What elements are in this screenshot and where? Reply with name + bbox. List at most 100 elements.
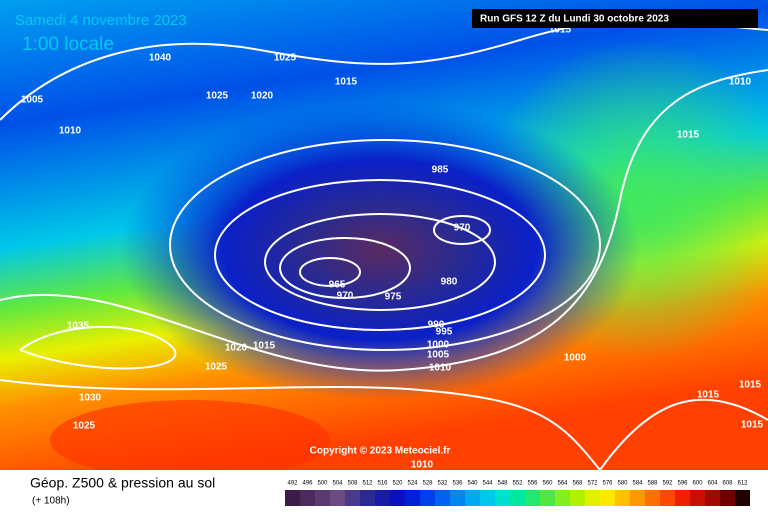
scale-label: 540: [467, 481, 478, 487]
scale-label: 588: [647, 481, 658, 487]
isobar-label: 1040: [149, 53, 172, 64]
isobar-label: 1000: [427, 340, 450, 351]
scale-swatch: [675, 490, 690, 506]
scale-label: 584: [632, 481, 643, 487]
map-time: 1:00 locale: [22, 34, 114, 55]
isobar-label: 1010: [729, 77, 752, 88]
scale-label: 572: [587, 481, 598, 487]
isobar-label: 1030: [79, 393, 102, 404]
scale-label: 544: [482, 481, 493, 487]
scale-label: 524: [407, 481, 418, 487]
scale-label: 536: [452, 481, 463, 487]
scale-label: 612: [737, 481, 748, 487]
scale-swatch: [570, 490, 585, 506]
isobar-label: 970: [337, 291, 354, 302]
scale-swatch: [630, 490, 645, 506]
isobar-label: 1015: [677, 130, 700, 141]
scale-label: 516: [377, 481, 388, 487]
scale-label: 504: [332, 481, 343, 487]
isobar-label: 985: [432, 165, 449, 176]
isobar-label: 1025: [274, 53, 297, 64]
scale-label: 592: [662, 481, 673, 487]
scale-swatch: [435, 490, 450, 506]
low-pressure-shade: [120, 100, 640, 400]
scale-swatch: [360, 490, 375, 506]
scale-label: 496: [302, 481, 313, 487]
map-date: Samedi 4 novembre 2023: [15, 12, 187, 29]
scale-swatch: [465, 490, 480, 506]
scale-label: 568: [572, 481, 583, 487]
isobar-label: 1015: [739, 380, 762, 391]
scale-swatch: [315, 490, 330, 506]
run-box: [472, 9, 758, 28]
scale-swatch: [330, 490, 345, 506]
scale-label: 600: [692, 481, 703, 487]
scale-swatch: [615, 490, 630, 506]
isobars: [0, 19, 768, 471]
field-shade: [50, 400, 330, 480]
scale-swatch: [735, 490, 750, 506]
isobar-label: 1015: [741, 420, 764, 431]
isobar-label: 980: [441, 277, 458, 288]
isobar-label: 1025: [206, 91, 229, 102]
isobar-label: 990: [428, 320, 445, 331]
scale-label: 556: [527, 481, 538, 487]
scale-label: 508: [347, 481, 358, 487]
scale-swatch: [390, 490, 405, 506]
isobar-label: 1005: [427, 350, 450, 361]
scale-swatch: [285, 490, 300, 506]
isobar-label: 1015: [335, 77, 358, 88]
scale-label: 532: [437, 481, 448, 487]
scale-swatch: [660, 490, 675, 506]
scale-swatch: [600, 490, 615, 506]
scale-label: 552: [512, 481, 523, 487]
isobar-label: 975: [385, 292, 402, 303]
isobar-label: 1015: [697, 390, 720, 401]
scale-swatch: [375, 490, 390, 506]
color-scale: 492 496 500 504 508 512 516 520 524 528 532 536 540 5…: [285, 481, 750, 506]
scale-swatch: [495, 490, 510, 506]
scale-label: 580: [617, 481, 628, 487]
run-info: Run GFS 12 Z du Lundi 30 octobre 2023: [480, 14, 669, 25]
scale-label: 596: [677, 481, 688, 487]
footer-title: Géop. Z500 & pression au sol: [30, 475, 215, 491]
scale-label: 520: [392, 481, 403, 487]
copyright: Copyright © 2023 Meteociel.fr: [310, 446, 451, 457]
scale-label: 564: [557, 481, 568, 487]
scale-label: 528: [422, 481, 433, 487]
scale-swatch: [720, 490, 735, 506]
scale-swatch: [510, 490, 525, 506]
scale-label: 512: [362, 481, 373, 487]
scale-label: 604: [707, 481, 718, 487]
isobar-label: 1015: [253, 341, 276, 352]
scale-swatch: [405, 490, 420, 506]
isobar-label: 995: [436, 327, 453, 338]
isobar-label: 965: [329, 280, 346, 291]
isobar-label: 1025: [205, 362, 228, 373]
isobar-label: 1020: [225, 343, 248, 354]
scale-swatch: [450, 490, 465, 506]
scale-swatch: [345, 490, 360, 506]
isobar-label: 1025: [73, 421, 96, 432]
scale-label: 492: [287, 481, 298, 487]
scale-label: 548: [497, 481, 508, 487]
scale-swatch: [585, 490, 600, 506]
scale-swatch: [705, 490, 720, 506]
scale-swatch: [540, 490, 555, 506]
isobar-label: 1010: [429, 363, 452, 374]
scale-label: 608: [722, 481, 733, 487]
isobar-label: 1020: [251, 91, 274, 102]
isobar-label: 1035: [67, 321, 90, 332]
scale-swatch: [555, 490, 570, 506]
scale-swatch: [480, 490, 495, 506]
scale-swatch: [645, 490, 660, 506]
isobar-label: 1005: [21, 95, 44, 106]
isobar-label: 1010: [59, 126, 82, 137]
isobar-label: 1015: [549, 25, 572, 36]
scale-swatch: [525, 490, 540, 506]
scale-swatch: [420, 490, 435, 506]
scale-label: 560: [542, 481, 553, 487]
scale-swatch: [690, 490, 705, 506]
